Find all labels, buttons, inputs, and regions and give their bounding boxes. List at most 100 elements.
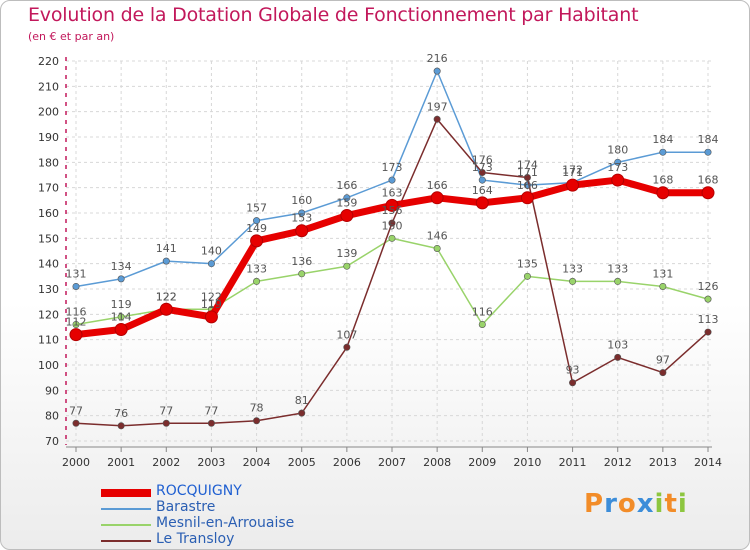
legend-label: Barastre	[156, 499, 216, 515]
data-label-le-transloy: 77	[204, 404, 218, 417]
data-label-rocquigny: 122	[156, 290, 177, 303]
x-tick-label: 2010	[513, 456, 541, 469]
data-label-rocquigny: 166	[427, 179, 448, 192]
point-le-transloy	[253, 417, 261, 425]
y-tick-label: 100	[38, 359, 59, 372]
point-le-transloy	[433, 115, 441, 123]
x-tick-label: 2000	[62, 456, 90, 469]
data-label-barastre: 160	[291, 194, 312, 207]
x-tick-label: 2012	[604, 456, 632, 469]
data-label-barastre: 172	[562, 164, 583, 177]
data-label-mesnil-en-arrouaise: 133	[246, 262, 267, 275]
logo-letter: i	[677, 489, 688, 519]
data-label-barastre: 166	[336, 179, 357, 192]
logo-letter: r	[604, 489, 618, 519]
data-label-mesnil-en-arrouaise: 116	[66, 305, 87, 318]
point-le-transloy	[343, 343, 351, 351]
point-rocquigny	[385, 198, 399, 212]
y-tick-label: 200	[38, 106, 59, 119]
point-le-transloy	[388, 219, 396, 227]
logo-letter: i	[654, 489, 665, 519]
point-barastre	[659, 148, 667, 156]
point-mesnil-en-arrouaise	[433, 244, 441, 252]
point-rocquigny	[159, 302, 173, 316]
data-label-barastre: 140	[201, 245, 222, 258]
y-tick-label: 80	[45, 410, 59, 423]
data-label-rocquigny: 153	[291, 212, 312, 225]
point-le-transloy	[207, 419, 215, 427]
point-mesnil-en-arrouaise	[614, 277, 622, 285]
data-label-le-transloy: 93	[566, 364, 580, 377]
y-tick-label: 70	[45, 435, 59, 448]
data-label-mesnil-en-arrouaise: 146	[427, 229, 448, 242]
point-le-transloy	[659, 369, 667, 377]
point-rocquigny	[250, 234, 264, 248]
legend-swatch	[101, 540, 151, 542]
data-label-rocquigny: 166	[517, 179, 538, 192]
point-mesnil-en-arrouaise	[478, 320, 486, 328]
logo-letter: t	[664, 489, 678, 519]
data-label-le-transloy: 76	[114, 407, 128, 420]
data-label-barastre: 173	[382, 161, 403, 174]
point-rocquigny	[430, 191, 444, 205]
point-barastre	[253, 217, 261, 225]
y-tick-label: 110	[38, 334, 59, 347]
point-rocquigny	[114, 323, 128, 337]
point-mesnil-en-arrouaise	[388, 234, 396, 242]
legend-swatch	[101, 508, 151, 510]
point-rocquigny	[656, 186, 670, 200]
data-label-le-transloy: 113	[698, 313, 719, 326]
legend-label: ROCQUIGNY	[156, 483, 242, 499]
legend-swatch	[101, 524, 151, 526]
point-rocquigny	[611, 173, 625, 187]
data-label-le-transloy: 176	[472, 153, 493, 166]
logo-letter: o	[617, 489, 637, 519]
point-rocquigny	[701, 186, 715, 200]
point-rocquigny	[520, 191, 534, 205]
point-le-transloy	[704, 328, 712, 336]
x-tick-label: 2013	[649, 456, 677, 469]
x-tick-label: 2014	[694, 456, 722, 469]
y-tick-label: 190	[38, 131, 59, 144]
data-label-barastre: 180	[607, 143, 628, 156]
data-label-rocquigny: 114	[111, 311, 132, 324]
point-le-transloy	[523, 174, 531, 182]
data-label-barastre: 141	[156, 242, 177, 255]
data-label-mesnil-en-arrouaise: 131	[652, 267, 673, 280]
x-tick-label: 2004	[243, 456, 271, 469]
point-mesnil-en-arrouaise	[704, 295, 712, 303]
y-tick-label: 90	[45, 384, 59, 397]
data-label-rocquigny: 168	[698, 174, 719, 187]
point-mesnil-en-arrouaise	[659, 282, 667, 290]
data-label-mesnil-en-arrouaise: 126	[698, 280, 719, 293]
point-barastre	[117, 275, 125, 283]
y-tick-label: 220	[38, 55, 59, 68]
series	[69, 67, 715, 430]
data-label-le-transloy: 174	[517, 159, 538, 172]
data-label-le-transloy: 107	[336, 328, 357, 341]
legend-label: Le Transloy	[156, 531, 235, 547]
y-tick-label: 150	[38, 232, 59, 245]
chart-title: Evolution de la Dotation Globale de Fonc…	[28, 4, 639, 26]
point-barastre	[207, 260, 215, 268]
x-tick-label: 2011	[559, 456, 587, 469]
point-mesnil-en-arrouaise	[117, 313, 125, 321]
data-label-mesnil-en-arrouaise: 116	[472, 305, 493, 318]
data-label-rocquigny: 171	[562, 166, 583, 179]
legend-swatch	[101, 489, 151, 497]
x-tick-label: 2003	[197, 456, 225, 469]
point-rocquigny	[69, 328, 83, 342]
data-label-barastre: 134	[111, 260, 132, 273]
x-tick-label: 2007	[378, 456, 406, 469]
legend-label: Mesnil-en-Arrouaise	[156, 515, 295, 531]
point-barastre	[343, 194, 351, 202]
data-label-rocquigny: 149	[246, 222, 267, 235]
data-label-rocquigny: 173	[607, 161, 628, 174]
point-barastre	[298, 209, 306, 217]
y-tick-label: 170	[38, 182, 59, 195]
point-barastre	[614, 158, 622, 166]
data-label-barastre: 184	[652, 133, 673, 146]
data-label-le-transloy: 81	[295, 394, 309, 407]
